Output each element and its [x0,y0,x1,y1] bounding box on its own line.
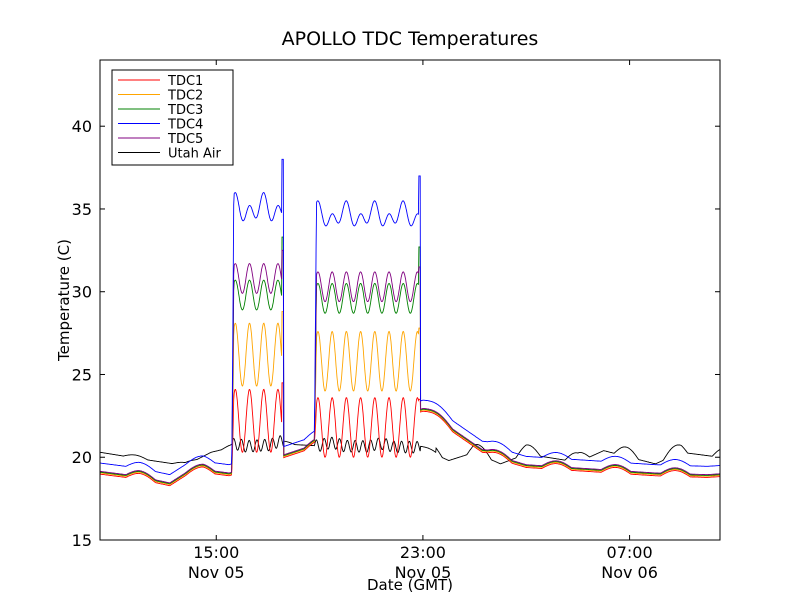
y-axis-title: Temperature (C) [55,239,73,362]
legend-label: Utah Air [168,147,221,162]
legend-box [111,69,234,166]
legend-item: TDC1 [118,74,203,89]
x-axis-title: Date (GMT) [367,576,453,594]
series-line-tdc2 [100,311,721,485]
x-tick-label-time: 07:00 [607,543,653,562]
y-tick-label: 40 [72,117,92,136]
legend-item: TDC4 [118,118,203,133]
y-tick-label: 20 [72,448,92,467]
series-line-tdc3 [99,236,720,485]
legend-label: TDC5 [167,132,203,147]
y-axis: 15 20 25 30 35 40 [72,117,720,550]
legend-item: TDC5 [118,132,203,147]
x-tick-label-time: 15:00 [193,543,239,562]
legend-label: TDC1 [167,74,203,89]
y-tick-label: 30 [72,283,92,302]
x-tick-label-date: Nov 05 [188,563,245,582]
series-line-tdc5 [99,249,720,484]
legend-label: TDC2 [167,89,203,104]
y-tick-label: 25 [72,365,92,384]
legend-item: Utah Air [118,147,221,162]
legend-item: TDC3 [118,103,203,118]
legend-label: TDC4 [167,118,203,133]
legend-label: TDC3 [167,103,203,118]
series-line-tdc1 [99,382,720,487]
x-tick-label-date: Nov 05 [395,563,452,582]
x-tick-label-time: 23:00 [400,543,446,562]
x-tick-label-date: Nov 06 [601,563,658,582]
plot-frame [99,59,721,541]
chart-title: APOLLO TDC Temperatures [282,28,539,50]
y-tick-label: 35 [72,200,92,219]
series-layer [99,158,721,487]
y-tick-label: 15 [72,531,92,550]
legend-item: TDC2 [118,89,203,104]
series-line-tdc4 [99,158,720,476]
